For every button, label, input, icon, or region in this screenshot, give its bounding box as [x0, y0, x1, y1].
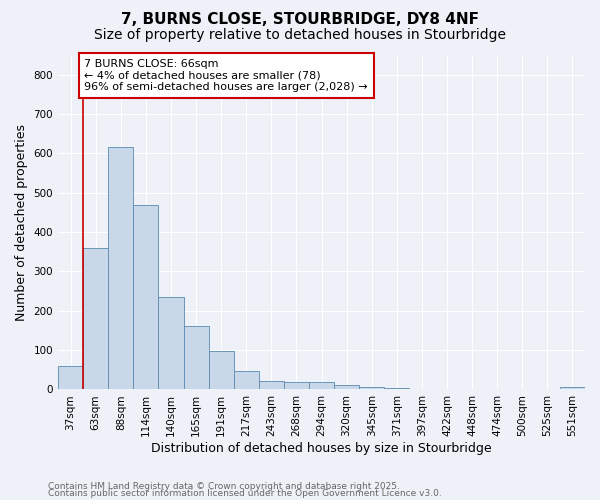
Bar	[560, 388, 585, 390]
Bar	[359, 388, 384, 390]
Text: Size of property relative to detached houses in Stourbridge: Size of property relative to detached ho…	[94, 28, 506, 42]
Bar	[384, 388, 409, 390]
Y-axis label: Number of detached properties: Number of detached properties	[15, 124, 28, 320]
Bar	[309, 382, 334, 390]
Text: 7 BURNS CLOSE: 66sqm
← 4% of detached houses are smaller (78)
96% of semi-detach: 7 BURNS CLOSE: 66sqm ← 4% of detached ho…	[85, 59, 368, 92]
Bar	[184, 326, 209, 390]
Bar	[284, 382, 309, 390]
Bar	[158, 297, 184, 390]
Bar	[108, 148, 133, 390]
Bar	[209, 351, 233, 390]
Bar	[58, 366, 83, 390]
Bar	[133, 204, 158, 390]
Bar	[259, 381, 284, 390]
Bar	[409, 388, 434, 390]
Text: 7, BURNS CLOSE, STOURBRIDGE, DY8 4NF: 7, BURNS CLOSE, STOURBRIDGE, DY8 4NF	[121, 12, 479, 28]
Text: Contains HM Land Registry data © Crown copyright and database right 2025.: Contains HM Land Registry data © Crown c…	[48, 482, 400, 491]
Bar	[233, 370, 259, 390]
X-axis label: Distribution of detached houses by size in Stourbridge: Distribution of detached houses by size …	[151, 442, 492, 455]
Bar	[334, 384, 359, 390]
Text: Contains public sector information licensed under the Open Government Licence v3: Contains public sector information licen…	[48, 490, 442, 498]
Bar	[83, 248, 108, 390]
